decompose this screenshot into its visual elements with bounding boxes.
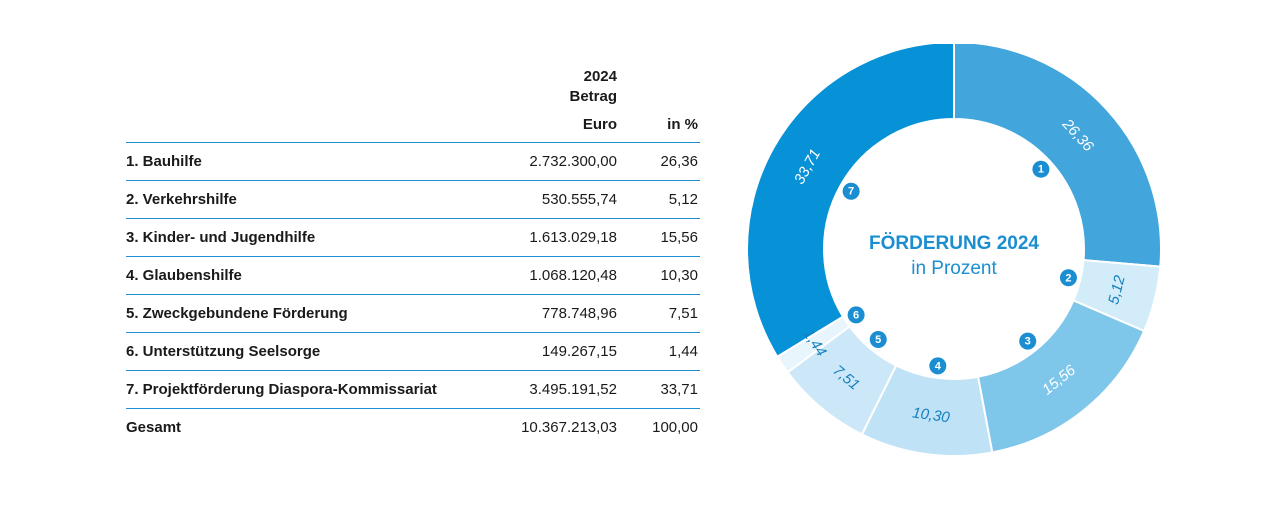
marker-circle	[847, 306, 865, 324]
row-label: 5. Zweckgebundene Förderung	[126, 305, 348, 322]
row-amount: 1.068.120,48	[529, 267, 617, 284]
table-row: 1. Bauhilfe 2.732.300,00 26,36	[126, 143, 700, 181]
row-percent: 7,51	[668, 305, 698, 322]
row-label: 6. Unterstützung Seelsorge	[126, 343, 321, 360]
donut-marker-2: 2	[1059, 269, 1077, 287]
row-percent: 26,36	[660, 153, 698, 170]
table-header: 2024 Betrag Euro in %	[126, 64, 700, 143]
row-percent: 1,44	[668, 343, 698, 360]
marker-circle	[842, 182, 860, 200]
row-amount: 778.748,96	[541, 305, 617, 322]
row-label: 4. Glaubenshilfe	[126, 267, 242, 284]
donut-slice-7	[746, 44, 955, 359]
table-total-row: Gesamt 10.367.213,03 100,00	[126, 409, 700, 446]
chart-title: FÖRDERUNG 2024	[869, 233, 1039, 254]
donut-value-label-4: 10,30	[911, 404, 951, 426]
marker-number: 3	[1025, 336, 1031, 348]
donut-marker-7: 7	[842, 182, 860, 200]
row-percent: 10,30	[660, 267, 698, 284]
row-amount: 1.613.029,18	[529, 229, 617, 246]
total-label: Gesamt	[126, 419, 182, 436]
header-percent: in %	[667, 116, 698, 133]
row-amount: 2.732.300,00	[529, 153, 617, 170]
row-label: 7. Projektförderung Diaspora-Kommissaria…	[126, 381, 437, 398]
donut-slice-1	[953, 44, 1162, 268]
donut-marker-4: 4	[929, 357, 947, 375]
donut-markers: 1 2 3 4 5 6 7	[842, 160, 1077, 375]
row-percent: 15,56	[660, 229, 698, 246]
chart-subtitle: in Prozent	[911, 258, 997, 279]
row-label: 2. Verkehrshilfe	[126, 191, 237, 208]
table-row: 6. Unterstützung Seelsorge 149.267,15 1,…	[126, 333, 700, 371]
marker-circle	[1059, 269, 1077, 287]
marker-number: 7	[848, 186, 854, 198]
table-row: 4. Glaubenshilfe 1.068.120,48 10,30	[126, 257, 700, 295]
marker-number: 6	[853, 309, 859, 321]
marker-number: 4	[935, 360, 942, 372]
marker-number: 5	[875, 334, 881, 346]
table-row: 3. Kinder- und Jugendhilfe 1.613.029,18 …	[126, 219, 700, 257]
donut-value-label-2: 5,12	[1105, 273, 1129, 306]
row-amount: 149.267,15	[541, 343, 617, 360]
row-amount: 3.495.191,52	[529, 381, 617, 398]
table-row: 5. Zweckgebundene Förderung 778.748,96 7…	[126, 295, 700, 333]
marker-number: 2	[1065, 272, 1071, 284]
marker-circle	[929, 357, 947, 375]
funding-table: 2024 Betrag Euro in % 1. Bauhilfe 2.732.…	[126, 64, 700, 446]
row-percent: 5,12	[668, 191, 698, 208]
marker-circle	[1019, 332, 1037, 350]
marker-number: 1	[1038, 164, 1044, 176]
donut-marker-6: 6	[847, 306, 865, 324]
donut-marker-5: 5	[869, 330, 887, 348]
donut-marker-1: 1	[1032, 160, 1050, 178]
total-amount: 10.367.213,03	[521, 419, 617, 436]
header-year: 2024	[583, 68, 617, 85]
donut-slices	[746, 44, 1162, 457]
marker-circle	[869, 330, 887, 348]
total-percent: 100,00	[652, 419, 698, 436]
row-percent: 33,71	[660, 381, 698, 398]
header-euro: Euro	[582, 116, 617, 133]
row-label: 1. Bauhilfe	[126, 153, 202, 170]
row-amount: 530.555,74	[541, 191, 617, 208]
marker-circle	[1032, 160, 1050, 178]
donut-marker-3: 3	[1019, 332, 1037, 350]
table-row: 7. Projektförderung Diaspora-Kommissaria…	[126, 371, 700, 409]
header-betrag: Betrag	[569, 88, 617, 105]
table-row: 2. Verkehrshilfe 530.555,74 5,12	[126, 181, 700, 219]
row-label: 3. Kinder- und Jugendhilfe	[126, 229, 316, 246]
